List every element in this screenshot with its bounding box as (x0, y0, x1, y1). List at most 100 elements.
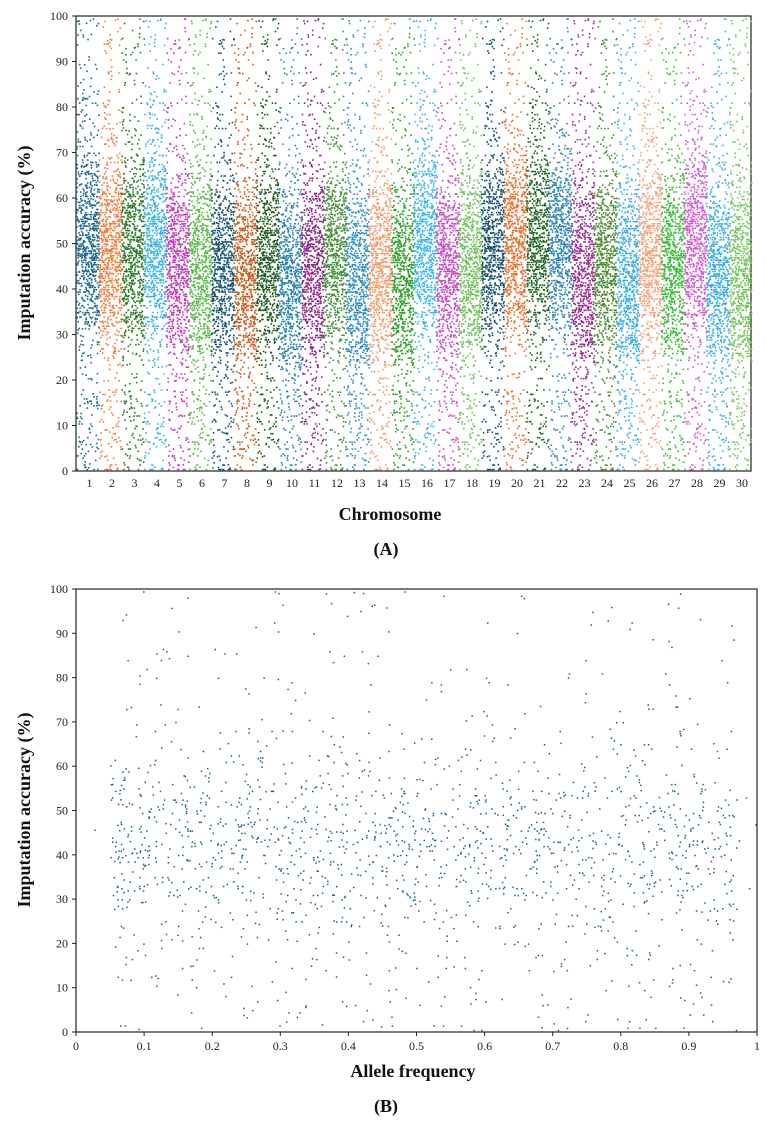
panel-b-x-tick-0.9: 0.9 (681, 1039, 696, 1053)
chromosome-17-points (436, 18, 460, 471)
panel-b-y-tick-50: 50 (56, 804, 68, 818)
chromosome-24-series (593, 18, 618, 471)
chromosome-29-series (706, 18, 730, 471)
chromosome-22-points (548, 18, 573, 471)
panel-a-y-tick-50: 50 (56, 237, 68, 251)
panel-a-y-tick-80: 80 (56, 100, 68, 114)
panel-a-chart: 1 2 3 4 5 6 7 8 9 10 11 12 13 14 15 16 17 18 19 20 21 22 23 24 2… (14, 9, 753, 560)
panel-a-x-tick-5: 5 (177, 476, 183, 490)
panel-b-y-tick-90: 90 (56, 626, 68, 640)
panel-b-y-tick-10: 10 (56, 981, 68, 995)
chromosome-16-series (413, 18, 438, 471)
panel-a-x-tick-16: 16 (421, 476, 433, 490)
panel-a-x-tick-11: 11 (309, 476, 321, 490)
chromosome-6-points (188, 18, 213, 471)
chromosome-7-series (211, 18, 236, 471)
panel-b-y-tick-80: 80 (56, 671, 68, 685)
chromosome-26-points (638, 18, 663, 471)
panel-a-x-tick-22: 22 (556, 476, 568, 490)
panel-a-y-tick-70: 70 (56, 146, 68, 160)
panel-a-y-tick-60: 60 (56, 191, 68, 205)
panel-a-x-tick-21: 21 (534, 476, 546, 490)
panel-b-y-tick-100: 100 (50, 582, 68, 596)
panel-a-x-tick-29: 29 (714, 476, 726, 490)
panel-b-x-tick-0: 0 (73, 1039, 79, 1053)
chromosome-5-series (166, 18, 190, 471)
chromosome-27-points (661, 18, 685, 471)
panel-b-x-tick-0.5: 0.5 (409, 1039, 424, 1053)
panel-a-x-tick-6: 6 (199, 476, 205, 490)
chromosome-12-points (323, 18, 348, 471)
panel-a-y-tick-0: 0 (62, 464, 68, 478)
chromosome-2-points (98, 18, 123, 471)
chromosome-18-points (458, 18, 483, 471)
panel-b-y-tick-20: 20 (56, 936, 68, 950)
chromosome-10-points (278, 18, 303, 471)
chromosome-10-series (278, 18, 303, 471)
chromosome-5-points (166, 18, 190, 471)
panel-a-x-tick-23: 23 (579, 476, 591, 490)
chromosome-11-series (301, 18, 326, 471)
panel-a-x-tick-1: 1 (87, 476, 93, 490)
chromosome-11-points (301, 18, 326, 471)
chromosome-13-points (346, 19, 371, 471)
chromosome-21-series (526, 18, 551, 471)
chromosome-12-series (323, 18, 348, 471)
panel-b-y-tick-70: 70 (56, 715, 68, 729)
panel-a-x-tick-12: 12 (331, 476, 343, 490)
panel-a-x-tick-13: 13 (354, 476, 366, 490)
panel-a-ticks: 1 2 3 4 5 6 7 8 9 10 11 12 13 14 15 16 17 18 19 20 21 22 23 24 2… (50, 9, 748, 490)
chromosome-14-series (368, 18, 393, 471)
chromosome-6-series (188, 18, 213, 471)
panel-b-x-tick-0.8: 0.8 (613, 1039, 628, 1053)
chromosome-1-series (76, 18, 101, 471)
chromosome-30-points (728, 18, 753, 471)
panel-b-y-tick-60: 60 (56, 759, 68, 773)
chromosome-29-points (706, 18, 730, 471)
chromosome-25-points (616, 18, 641, 471)
panel-b-chart: 0 0.1 0.2 0.3 0.4 0.5 0.6 0.7 0.8 0.9 101020304050… (14, 582, 760, 1117)
panel-a-y-tick-100: 100 (50, 9, 68, 23)
chromosome-24-points (593, 18, 618, 471)
panel-a-x-tick-9: 9 (267, 476, 273, 490)
panel-a-x-tick-4: 4 (154, 476, 160, 490)
chromosome-27-series (661, 18, 685, 471)
panel-a-x-tick-2: 2 (109, 476, 115, 490)
panel-a-x-tick-25: 25 (624, 476, 636, 490)
chromosome-8-points (233, 18, 258, 471)
chromosome-17-series (436, 18, 460, 471)
panel-a-x-tick-24: 24 (601, 476, 613, 490)
panel-a-x-tick-20: 20 (511, 476, 523, 490)
chromosome-23-points (571, 18, 596, 471)
chromosome-9-series (256, 18, 281, 471)
panel-b-y-tick-30: 30 (56, 892, 68, 906)
panel-a-y-tick-30: 30 (56, 328, 68, 342)
panel-b-x-tick-0.1: 0.1 (137, 1039, 152, 1053)
panel-a-y-axis-title: Imputation accuracy (%) (14, 146, 35, 341)
chromosome-18-series (458, 18, 483, 471)
panel-a-x-tick-26: 26 (646, 476, 658, 490)
panel-b-x-axis-title: Allele frequency (350, 1061, 475, 1081)
chromosome-4-series (143, 18, 168, 471)
panel-b-y-tick-0: 0 (62, 1025, 68, 1039)
chromosome-15-series (391, 18, 416, 471)
chromosome-21-points (526, 18, 551, 471)
panel-a-x-tick-7: 7 (222, 476, 228, 490)
chromosome-20-points (503, 18, 528, 471)
panel-a-y-tick-40: 40 (56, 282, 68, 296)
chromosome-22-series (548, 18, 573, 471)
chromosome-14-points (368, 18, 393, 471)
panel-a-x-tick-15: 15 (399, 476, 411, 490)
panel-b-y-axis-title: Imputation accuracy (%) (14, 713, 35, 908)
chromosome-20-series (503, 18, 528, 471)
panel-a-points (76, 18, 753, 471)
panel-b-x-tick-0.4: 0.4 (341, 1039, 356, 1053)
panel-a-label: (A) (374, 539, 399, 560)
panel-b-x-tick-0.7: 0.7 (545, 1039, 560, 1053)
panel-a-x-tick-10: 10 (286, 476, 298, 490)
chromosome-16-points (413, 18, 438, 471)
chromosome-28-points (683, 18, 708, 471)
panel-a-x-axis-title: Chromosome (339, 504, 442, 524)
chromosome-13-series (346, 19, 371, 471)
panel-a-y-tick-20: 20 (56, 373, 68, 387)
